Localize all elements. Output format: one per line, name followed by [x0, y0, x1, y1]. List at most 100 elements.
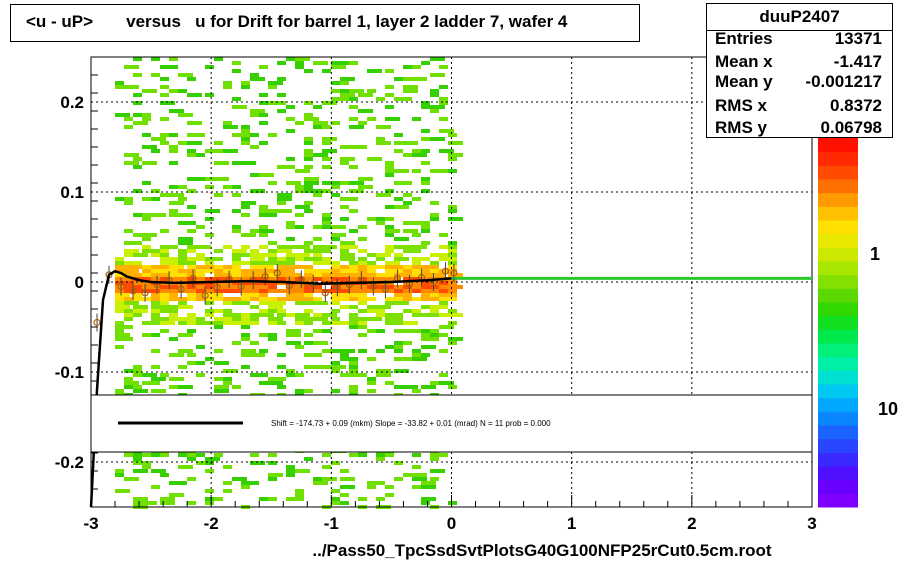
heatmap-cell: [241, 349, 256, 353]
heatmap-cell: [142, 237, 151, 241]
heatmap-cell: [340, 241, 355, 245]
heatmap-cell: [187, 133, 196, 137]
heatmap-cell: [196, 373, 205, 377]
heatmap-cell: [196, 177, 205, 181]
heatmap-cell: [349, 105, 358, 109]
heatmap-cell: [394, 317, 403, 321]
heatmap-cell: [268, 181, 277, 185]
heatmap-cell: [232, 477, 247, 481]
heatmap-cell: [196, 273, 205, 277]
heatmap-cell: [394, 265, 409, 269]
heatmap-cell: [178, 185, 187, 189]
heatmap-cell: [412, 273, 421, 277]
heatmap-cell: [133, 241, 142, 245]
heatmap-cell: [268, 269, 277, 273]
heatmap-cell: [430, 93, 439, 97]
heatmap-cell: [394, 285, 403, 289]
heatmap-cell: [115, 305, 130, 309]
heatmap-cell: [403, 181, 412, 185]
heatmap-cell: [142, 285, 151, 289]
heatmap-cell: [304, 277, 313, 281]
heatmap-cell: [214, 273, 229, 277]
heatmap-cell: [286, 369, 295, 373]
heatmap-cell: [385, 69, 394, 73]
heatmap-cell: [349, 285, 358, 289]
heatmap-cell: [115, 85, 124, 89]
heatmap-cell: [421, 333, 430, 337]
heatmap-cell: [340, 357, 349, 361]
x-tick-label: -1: [324, 514, 339, 533]
heatmap-cell: [403, 201, 412, 205]
heatmap-cell: [295, 345, 304, 349]
stats-row-rms-x: RMS x 0.8372: [715, 96, 882, 118]
heatmap-cell: [340, 253, 355, 257]
heatmap-cell: [313, 249, 328, 253]
heatmap-cell: [196, 133, 205, 137]
heatmap-cell: [412, 477, 427, 481]
heatmap-cell: [349, 197, 358, 201]
heatmap-cell: [124, 161, 139, 165]
heatmap-cell: [385, 165, 394, 169]
heatmap-cell: [151, 189, 160, 193]
heatmap-cell: [322, 289, 331, 293]
heatmap-cell: [376, 265, 391, 269]
heatmap-cell: [169, 337, 178, 341]
heatmap-cell: [331, 81, 340, 85]
heatmap-cell: [169, 297, 178, 301]
heatmap-cell: [385, 381, 394, 385]
heatmap-cell: [241, 213, 250, 217]
heatmap-cell: [367, 285, 376, 289]
heatmap-cell: [358, 349, 367, 353]
heatmap-cell: [349, 97, 358, 101]
heatmap-cell: [169, 145, 178, 149]
stats-key: Mean x: [715, 52, 773, 71]
heatmap-cell: [439, 373, 448, 377]
heatmap-cell: [259, 121, 268, 125]
heatmap-cell: [349, 389, 358, 393]
heatmap-cell: [277, 261, 286, 265]
heatmap-cell: [277, 165, 286, 169]
heatmap-cell: [133, 273, 142, 277]
heatmap-cell: [376, 457, 385, 461]
heatmap-cell: [268, 309, 283, 313]
heatmap-cell: [268, 377, 283, 381]
heatmap-cell: [430, 137, 445, 141]
heatmap-cell: [124, 201, 133, 205]
heatmap-cell: [124, 477, 139, 481]
heatmap-cell: [331, 349, 340, 353]
heatmap-cell: [340, 97, 355, 101]
heatmap-cell: [268, 253, 277, 257]
heatmap-cell: [439, 269, 454, 273]
heatmap-cell: [349, 325, 358, 329]
heatmap-cell: [151, 273, 160, 277]
heatmap-cell: [295, 297, 310, 301]
palette-swatch: [818, 452, 858, 467]
heatmap-cell: [295, 257, 304, 261]
heatmap-cell: [439, 129, 454, 133]
heatmap-cell: [322, 261, 331, 265]
heatmap-cell: [142, 333, 157, 337]
heatmap-cell: [358, 225, 367, 229]
heatmap-cell: [448, 281, 457, 285]
heatmap-cell: [178, 253, 187, 257]
heatmap-cell: [277, 249, 292, 253]
heatmap-cell: [331, 297, 346, 301]
heatmap-cell: [322, 249, 331, 253]
heatmap-cell: [286, 105, 295, 109]
heatmap-cell: [367, 485, 376, 489]
heatmap-cell: [304, 297, 319, 301]
y-tick-label: 0.2: [60, 93, 84, 112]
heatmap-cell: [331, 389, 340, 393]
heatmap-cell: [133, 101, 142, 105]
heatmap-cell: [331, 277, 340, 281]
heatmap-cell: [160, 277, 175, 281]
heatmap-cell: [169, 305, 178, 309]
heatmap-cell: [250, 269, 265, 273]
heatmap-cell: [412, 261, 421, 265]
heatmap-cell: [187, 289, 196, 293]
heatmap-cell: [412, 289, 421, 293]
heatmap-cell: [322, 221, 331, 225]
heatmap-cell: [187, 177, 196, 181]
heatmap-cell: [340, 373, 349, 377]
heatmap-cell: [286, 181, 301, 185]
